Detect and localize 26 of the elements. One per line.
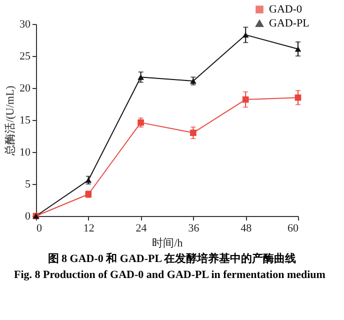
- point: [242, 32, 249, 38]
- x-tick-label: 60: [288, 222, 299, 234]
- y-tick-label: 15: [20, 114, 31, 126]
- point: [294, 46, 302, 52]
- caption: Fig. 8 Production of GAD-0 and GAD-PL in fermentation medium: [14, 268, 326, 282]
- caption: 图 8 GAD-0 和 GAD-PL 在发酵培养基中的产酶曲线: [46, 252, 298, 266]
- y-tick-label: 10: [20, 146, 31, 158]
- point: [242, 96, 249, 103]
- x-tick-label: 12: [83, 222, 94, 234]
- point: [294, 94, 302, 101]
- y-tick-label: 20: [20, 82, 31, 94]
- legend-label: GAD-PL: [269, 18, 310, 30]
- point: [190, 130, 196, 136]
- x-tick-label: 24: [136, 222, 148, 234]
- x-tick-label: 36: [188, 222, 200, 234]
- y-tick-label: 25: [20, 50, 31, 62]
- legend-label: GAD-0: [269, 4, 302, 16]
- y-axis-title: 总酶活/(U/mL): [4, 85, 16, 156]
- point: [138, 119, 144, 126]
- y-tick-label: 5: [25, 178, 31, 190]
- x-tick-label: 0: [36, 222, 42, 234]
- y-tick-label: 30: [20, 18, 31, 30]
- point: [138, 74, 144, 80]
- x-axis-title: 时间/h: [152, 236, 184, 250]
- x-tick-label: 48: [240, 222, 252, 234]
- y-tick-label: 0: [25, 210, 31, 222]
